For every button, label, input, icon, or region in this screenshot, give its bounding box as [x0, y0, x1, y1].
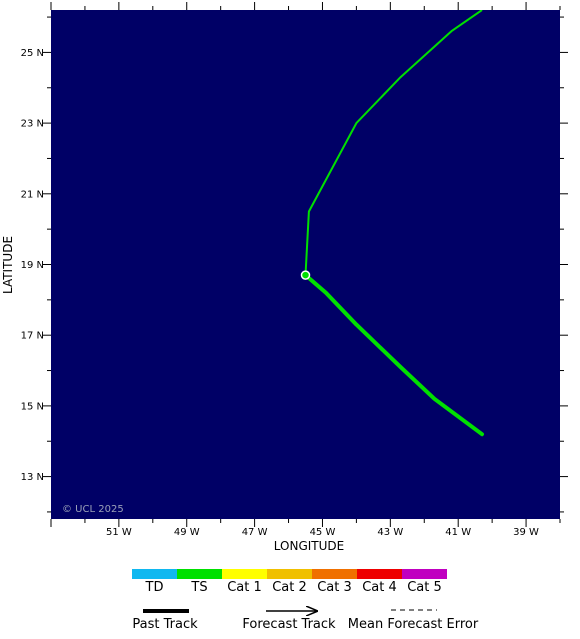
latitude-tick-label: 13 N: [21, 472, 44, 483]
latitude-tick-label: 23 N: [21, 119, 44, 130]
legend-swatch: [132, 569, 177, 579]
longitude-tick-label: 45 W: [310, 527, 336, 538]
latitude-tick-label: 21 N: [21, 189, 44, 200]
legend-swatch: [222, 569, 267, 579]
forecast-error-legend-label: Mean Forecast Error: [348, 617, 479, 632]
past-track-line: [303, 273, 484, 437]
latitude-tick-label: 25 N: [21, 48, 44, 59]
longitude-tick-label: 49 W: [174, 527, 200, 538]
latitude-tick-label: 17 N: [21, 331, 44, 342]
forecast-track-line: [304, 10, 483, 276]
latitude-tick-label: 15 N: [21, 401, 44, 412]
copyright-text: © UCL 2025: [62, 504, 124, 515]
legend-swatch: [177, 569, 222, 579]
legend-category-label: Cat 3: [317, 580, 352, 595]
y-axis-title: LATITUDE: [1, 236, 15, 294]
legend-category-label: Cat 5: [407, 580, 442, 595]
latitude-tick-label: 19 N: [21, 260, 44, 271]
legend-swatch: [402, 569, 447, 579]
current-position-marker: [300, 270, 311, 280]
track-legend: Past Track Forecast Track Mean Forecast …: [132, 610, 479, 632]
legend-category-label: Cat 4: [362, 580, 397, 595]
forecast-track-legend-label: Forecast Track: [242, 617, 336, 632]
legend-category-label: TD: [145, 580, 164, 595]
legend-swatch: [357, 569, 402, 579]
legend-category-label: TS: [190, 580, 207, 595]
legend-swatch: [267, 569, 312, 579]
x-axis-title: LONGITUDE: [274, 539, 344, 553]
longitude-tick-label: 43 W: [377, 527, 403, 538]
longitude-tick-label: 39 W: [513, 527, 539, 538]
legend-category-label: Cat 1: [227, 580, 262, 595]
longitude-tick-label: 51 W: [106, 527, 132, 538]
legend-category-label: Cat 2: [272, 580, 307, 595]
past-track-legend-label: Past Track: [132, 617, 198, 632]
latitude-ticks: 13 N 15 N 17 N 19 N 21 N 23 N 25 N: [21, 16, 568, 513]
category-legend: TD TS Cat 1 Cat 2 Cat 3 Cat 4 Cat 5: [132, 569, 447, 595]
longitude-tick-label: 47 W: [242, 527, 268, 538]
longitude-ticks: 51 W 49 W 47 W 45 W 43 W 41 W 39 W: [50, 2, 561, 538]
longitude-tick-label: 41 W: [445, 527, 471, 538]
legend-swatch: [312, 569, 357, 579]
